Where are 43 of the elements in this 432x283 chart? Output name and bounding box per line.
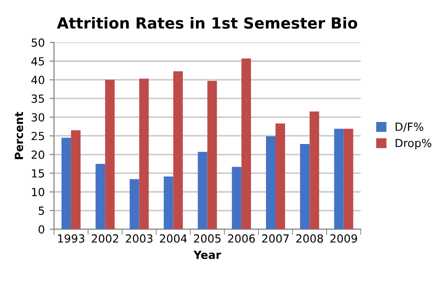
bar	[173, 71, 183, 230]
y-tick-label: 20	[32, 150, 44, 159]
legend-label: Drop%	[396, 138, 432, 150]
y-tick-label: 10	[32, 188, 44, 196]
y-tick-label: 15	[32, 169, 44, 178]
x-tick-label: 2004	[160, 234, 187, 243]
bar	[130, 179, 140, 230]
bar	[207, 80, 217, 230]
y-tick-label: 30	[32, 113, 44, 122]
legend-label: D/F%	[396, 122, 424, 132]
y-tick-label: 35	[32, 94, 44, 103]
y-tick-label: 5	[38, 206, 44, 215]
bar	[310, 112, 320, 230]
x-tick-label: 2007	[262, 234, 289, 243]
y-tick-label: 25	[32, 132, 44, 140]
bar	[276, 124, 286, 230]
x-tick-label: 1993	[58, 234, 84, 243]
x-tick-label: 2002	[92, 234, 118, 243]
x-tick-label: 2008	[296, 234, 323, 243]
x-tick-label: 2003	[126, 234, 152, 243]
bar	[241, 58, 251, 230]
y-tick-label: 50	[32, 38, 44, 47]
bar	[105, 80, 115, 230]
bar	[266, 136, 276, 230]
bar	[344, 128, 354, 230]
bar	[198, 152, 208, 230]
y-axis-title: Percent	[14, 112, 24, 160]
bar	[62, 138, 72, 230]
bar	[300, 144, 310, 230]
chart-title: Attrition Rates in 1st Semester Bio	[56, 16, 358, 29]
x-tick-label: 2006	[228, 234, 255, 243]
y-tick-label: 0	[38, 225, 44, 234]
bar	[164, 176, 174, 230]
y-tick-label: 40	[31, 76, 44, 84]
x-axis-title: Year	[193, 250, 222, 259]
bar	[96, 164, 106, 230]
x-tick-label: 2009	[330, 234, 358, 243]
bar	[71, 130, 81, 230]
bar	[232, 166, 242, 230]
bar	[139, 78, 149, 230]
y-tick-label: 45	[31, 57, 44, 66]
bar	[334, 128, 344, 230]
x-tick-label: 2005	[194, 234, 221, 243]
